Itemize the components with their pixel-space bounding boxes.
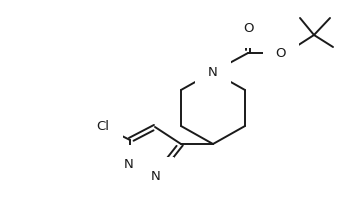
Text: O: O bbox=[243, 22, 253, 34]
Text: O: O bbox=[276, 46, 286, 60]
Text: N: N bbox=[208, 65, 218, 78]
Text: Cl: Cl bbox=[96, 121, 110, 133]
Text: N: N bbox=[151, 170, 161, 184]
Text: N: N bbox=[124, 158, 134, 172]
